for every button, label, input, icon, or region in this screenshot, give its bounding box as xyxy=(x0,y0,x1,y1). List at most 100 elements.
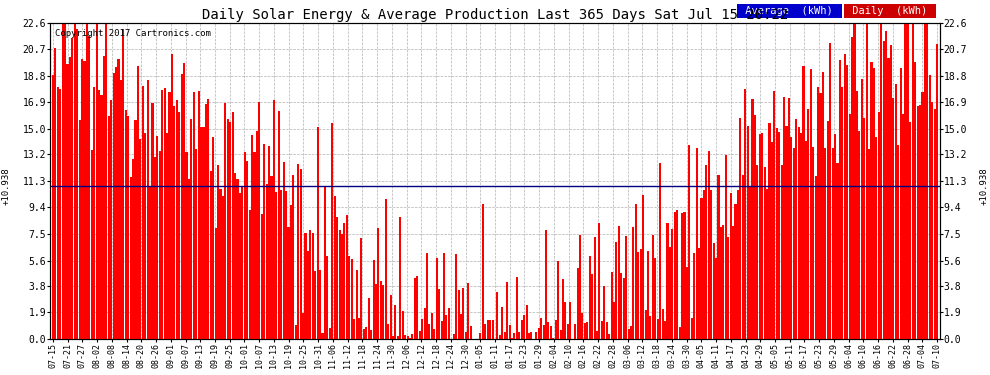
Bar xyxy=(701,198,703,339)
Bar xyxy=(905,24,907,339)
Bar xyxy=(807,109,810,339)
Bar xyxy=(285,191,287,339)
Bar xyxy=(499,335,501,339)
Bar xyxy=(137,66,139,339)
Bar xyxy=(253,152,255,339)
Bar xyxy=(656,318,658,339)
Bar xyxy=(586,322,588,339)
Bar xyxy=(873,68,875,339)
Bar xyxy=(412,334,414,339)
Bar xyxy=(661,309,663,339)
Bar xyxy=(543,325,545,339)
Bar xyxy=(596,332,598,339)
Bar xyxy=(193,92,195,339)
Bar xyxy=(723,225,725,339)
Bar xyxy=(616,242,618,339)
Bar xyxy=(790,137,792,339)
Bar xyxy=(421,319,423,339)
Bar xyxy=(190,119,192,339)
Bar xyxy=(574,324,576,339)
Bar xyxy=(385,198,387,339)
Bar xyxy=(843,54,845,339)
Bar xyxy=(176,100,178,339)
Bar xyxy=(237,179,239,339)
Bar xyxy=(842,87,843,339)
Title: Daily Solar Energy & Average Production Last 365 Days Sat Jul 15 20:22: Daily Solar Energy & Average Production … xyxy=(202,8,788,21)
Bar xyxy=(929,75,931,339)
Bar xyxy=(730,194,732,339)
Bar xyxy=(149,186,151,339)
Bar xyxy=(205,104,207,339)
Bar xyxy=(51,75,53,339)
Bar xyxy=(467,283,469,339)
Bar xyxy=(212,137,214,339)
Bar xyxy=(198,91,200,339)
Bar xyxy=(108,116,110,339)
Bar xyxy=(834,134,837,339)
Bar xyxy=(339,230,341,339)
Bar xyxy=(429,324,431,339)
Bar xyxy=(255,132,258,339)
Bar xyxy=(594,237,596,339)
Bar xyxy=(407,336,409,339)
Bar xyxy=(424,308,426,339)
Bar xyxy=(865,24,867,339)
Text: Daily  (kWh): Daily (kWh) xyxy=(846,6,934,16)
Bar xyxy=(927,24,929,339)
Bar xyxy=(244,152,246,339)
Bar xyxy=(715,258,717,339)
Bar xyxy=(248,210,250,339)
Bar xyxy=(365,327,367,339)
Bar xyxy=(758,134,760,339)
Bar xyxy=(541,318,543,339)
Bar xyxy=(341,234,343,339)
Bar xyxy=(161,90,163,339)
Bar xyxy=(740,118,742,339)
Bar xyxy=(625,236,628,339)
Bar xyxy=(270,176,272,339)
Bar xyxy=(589,256,591,339)
Text: +10.938: +10.938 xyxy=(1,167,11,205)
Bar xyxy=(895,84,897,339)
Bar xyxy=(883,41,885,339)
Bar xyxy=(643,195,644,339)
Bar xyxy=(265,184,267,339)
Bar xyxy=(910,123,912,339)
Bar xyxy=(623,278,625,339)
Bar xyxy=(329,328,331,339)
Bar xyxy=(220,189,222,339)
Bar xyxy=(851,37,853,339)
Bar xyxy=(768,123,770,339)
Bar xyxy=(830,44,832,339)
Bar xyxy=(404,334,406,339)
Bar xyxy=(100,95,103,339)
Bar xyxy=(268,146,270,339)
Bar xyxy=(168,92,170,339)
Bar xyxy=(297,164,299,339)
Bar xyxy=(919,105,921,339)
Bar xyxy=(142,86,144,339)
Bar xyxy=(125,110,127,339)
Bar xyxy=(372,260,374,339)
Bar xyxy=(518,332,521,339)
Bar xyxy=(322,333,324,339)
Bar xyxy=(644,309,646,339)
Bar xyxy=(86,24,88,339)
Bar xyxy=(419,331,421,339)
Bar xyxy=(557,261,559,339)
Bar xyxy=(353,319,355,339)
Bar xyxy=(441,321,443,339)
Bar xyxy=(611,272,613,339)
Bar xyxy=(69,57,71,339)
Bar xyxy=(803,66,805,339)
Bar xyxy=(145,133,147,339)
Bar xyxy=(397,336,399,339)
Bar xyxy=(324,187,326,339)
Bar xyxy=(780,165,783,339)
Bar xyxy=(822,72,824,339)
Bar xyxy=(728,237,730,339)
Bar xyxy=(562,279,564,339)
Bar xyxy=(207,99,210,339)
Bar xyxy=(827,121,829,339)
Text: Copyright 2017 Cartronics.com: Copyright 2017 Cartronics.com xyxy=(54,29,211,38)
